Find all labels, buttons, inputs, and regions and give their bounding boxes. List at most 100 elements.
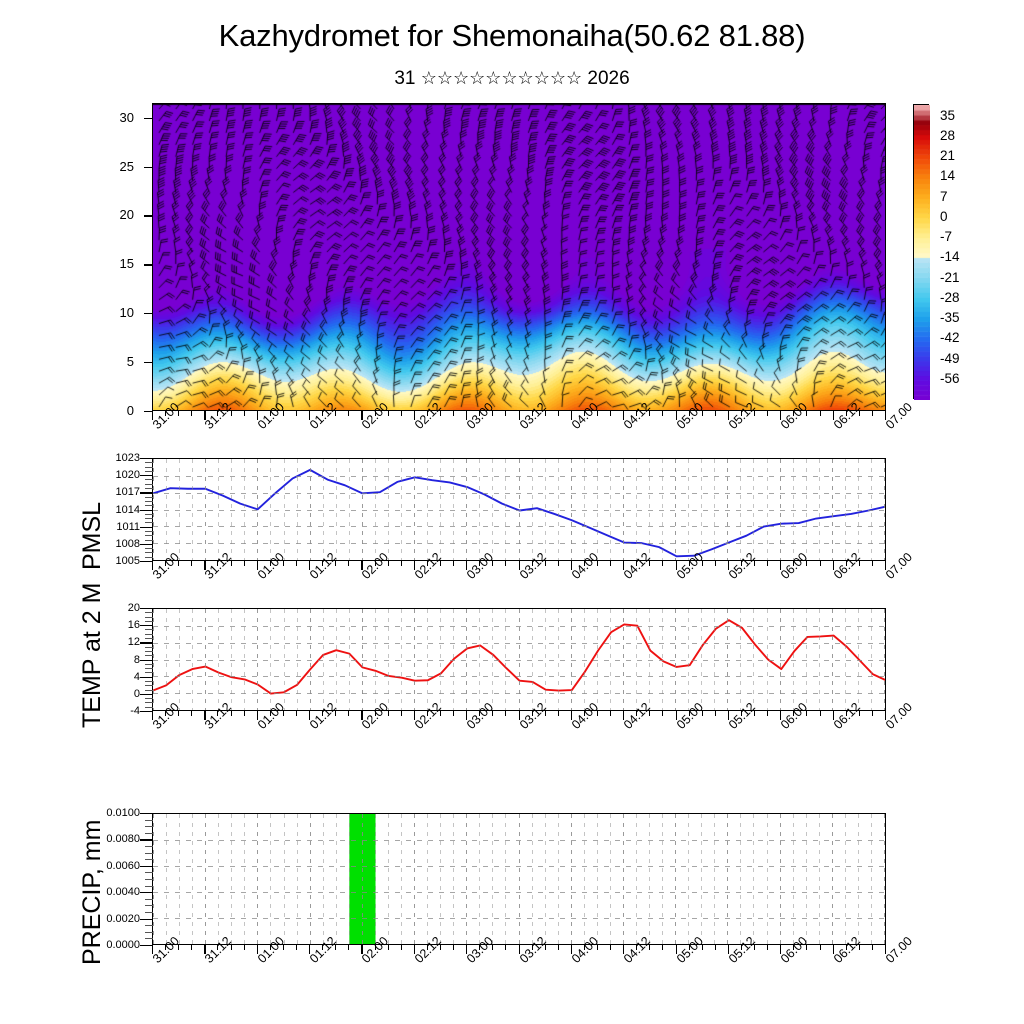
y-axis-minor-tick xyxy=(145,500,153,502)
y-axis-minor-tick xyxy=(145,496,153,498)
grid-line-vertical xyxy=(270,609,271,710)
x-axis-minor-tick xyxy=(819,411,821,416)
x-axis-minor-tick xyxy=(400,945,402,950)
grid-line-vertical xyxy=(244,814,245,944)
grid-line-vertical xyxy=(505,609,506,710)
grid-line-vertical xyxy=(871,459,872,560)
y-axis-minor-tick xyxy=(145,912,153,913)
x-axis-minor-tick xyxy=(845,711,847,716)
x-axis-minor-tick xyxy=(767,561,769,566)
x-axis-minor-tick xyxy=(191,561,193,566)
y-axis-label: 0.0000 xyxy=(106,939,140,951)
grid-line-vertical xyxy=(284,609,285,710)
grid-line-vertical xyxy=(636,609,637,710)
x-axis-tick xyxy=(675,711,677,720)
grid-line-horizontal xyxy=(153,643,885,644)
y-axis-label: 30 xyxy=(119,109,134,125)
y-axis-minor-tick xyxy=(145,689,153,691)
grid-line-horizontal xyxy=(153,660,885,661)
grid-line-vertical xyxy=(649,609,650,710)
grid-line-vertical xyxy=(610,609,611,710)
grid-line-vertical xyxy=(362,459,363,560)
y-axis-minor-tick xyxy=(145,505,153,507)
x-axis-tick xyxy=(623,561,625,570)
x-axis-minor-tick xyxy=(322,945,324,950)
x-axis-tick xyxy=(466,711,468,720)
x-axis-tick xyxy=(832,945,834,954)
x-axis-tick xyxy=(204,561,206,570)
x-axis-minor-tick xyxy=(793,945,795,950)
grid-line-vertical xyxy=(297,459,298,560)
x-axis-minor-tick xyxy=(649,945,651,950)
y-axis-minor-tick xyxy=(145,938,153,940)
x-axis-tick xyxy=(727,561,730,570)
x-axis-minor-tick xyxy=(387,411,389,416)
x-axis-minor-tick xyxy=(217,561,219,566)
x-axis-minor-tick xyxy=(806,561,808,566)
x-axis-tick xyxy=(256,411,258,420)
y-axis-minor-tick xyxy=(145,879,153,880)
x-axis-minor-tick xyxy=(793,561,795,566)
grid-line-vertical xyxy=(610,459,611,560)
grid-line-vertical xyxy=(584,814,585,944)
grid-line-vertical xyxy=(466,609,467,710)
x-axis-minor-tick xyxy=(557,711,559,716)
x-axis-minor-tick xyxy=(636,561,638,566)
y-axis-tick xyxy=(140,918,153,920)
grid-line-vertical xyxy=(492,814,493,944)
x-axis-tick xyxy=(309,411,311,420)
grid-line-vertical xyxy=(597,814,598,944)
y-axis-minor-tick xyxy=(145,702,153,704)
y-axis-minor-tick xyxy=(145,698,153,700)
grid-line-vertical xyxy=(832,609,833,710)
x-axis-tick xyxy=(780,411,782,420)
grid-line-vertical xyxy=(780,459,781,560)
x-axis-minor-tick xyxy=(191,411,193,416)
y-axis-label: 0 xyxy=(126,403,134,418)
grid-line-vertical xyxy=(714,459,715,560)
grid-line-vertical xyxy=(401,459,402,560)
x-axis-minor-tick xyxy=(871,711,873,716)
grid-line-vertical xyxy=(545,459,546,560)
grid-line-vertical xyxy=(532,814,533,944)
x-axis-minor-tick xyxy=(858,411,860,416)
x-axis-minor-tick xyxy=(295,945,297,950)
y-axis-minor-tick xyxy=(145,633,153,635)
grid-line-vertical xyxy=(375,459,376,560)
page-title: Kazhydromet for Shemonaiha(50.62 81.88) xyxy=(218,18,806,53)
grid-line-vertical xyxy=(727,609,728,710)
x-axis-minor-tick xyxy=(688,411,690,416)
grid-line-vertical xyxy=(871,814,872,944)
grid-line-vertical xyxy=(284,459,285,560)
y-axis-minor-tick xyxy=(145,826,153,828)
y-axis-minor-tick xyxy=(145,672,153,674)
x-axis-minor-tick xyxy=(243,711,245,716)
x-axis-minor-tick xyxy=(453,945,455,950)
x-axis-minor-tick xyxy=(387,561,389,566)
grid-line-vertical xyxy=(793,609,794,710)
y-axis-minor-tick xyxy=(145,483,153,485)
grid-line-vertical xyxy=(688,459,689,560)
x-axis-minor-tick xyxy=(479,561,481,566)
y-axis-tick xyxy=(140,561,153,563)
x-axis-minor-tick xyxy=(178,945,180,950)
colorbar-label: 14 xyxy=(940,168,956,184)
x-axis-label: 07.00 xyxy=(883,549,916,582)
y-axis-tick xyxy=(144,166,153,168)
x-axis-minor-tick xyxy=(531,711,533,716)
x-axis-minor-tick xyxy=(662,561,664,566)
x-axis-minor-tick xyxy=(871,945,873,950)
x-axis-minor-tick xyxy=(492,411,494,416)
x-axis-minor-tick xyxy=(714,561,716,566)
y-axis-label: 15 xyxy=(119,256,134,272)
grid-line-vertical xyxy=(257,609,258,710)
y-axis-tick xyxy=(140,892,153,894)
x-axis-minor-tick xyxy=(649,411,651,416)
y-axis-tick xyxy=(140,475,153,477)
x-axis-tick xyxy=(413,945,415,954)
x-axis-tick xyxy=(152,945,154,954)
colorbar-gradient xyxy=(914,105,930,400)
grid-line-vertical xyxy=(767,459,768,560)
x-axis-minor-tick xyxy=(322,561,324,566)
colorbar xyxy=(913,104,930,400)
